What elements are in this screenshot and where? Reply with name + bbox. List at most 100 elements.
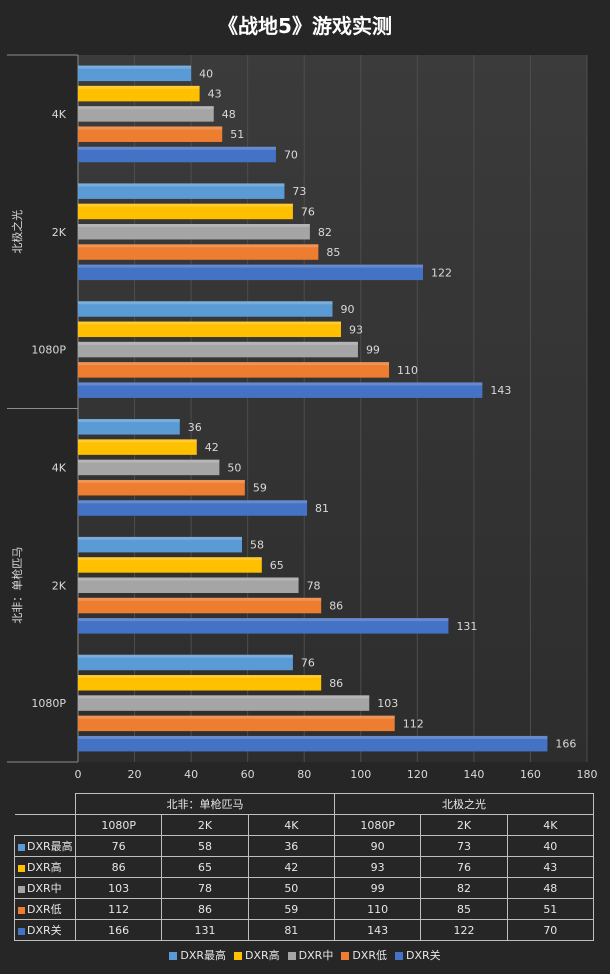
row-label-text: DXR最高 — [27, 840, 73, 853]
legend-swatch — [169, 952, 178, 960]
legend-label: DXR最高 — [180, 949, 227, 962]
row-label-text: DXR低 — [27, 903, 62, 916]
x-tick-label: 0 — [75, 768, 82, 781]
data-label: 59 — [253, 482, 267, 495]
bar-highlight — [78, 203, 293, 207]
table-col-header: 2K — [420, 814, 508, 836]
legend-item: DXR关 — [394, 947, 441, 963]
table-col-header: 4K — [247, 814, 335, 836]
legend-swatch — [394, 952, 403, 960]
table-cell: 43 — [506, 856, 595, 878]
data-label: 78 — [307, 579, 321, 592]
data-label: 36 — [188, 421, 202, 434]
table-cell: 86 — [161, 898, 249, 920]
bar — [78, 577, 299, 593]
bar-highlight — [78, 106, 214, 110]
group-label: 北极之光 — [10, 210, 24, 254]
table-corner — [14, 814, 76, 836]
table-header-row: 北非：单枪匹马 北极之光 — [14, 793, 595, 815]
bar-highlight — [78, 341, 358, 345]
bar — [78, 203, 293, 220]
bar — [78, 419, 180, 435]
table-cell: 59 — [247, 898, 335, 920]
table-cell: 110 — [333, 898, 422, 920]
table-col-header: 1080P — [333, 814, 422, 836]
table-header-row: 1080P 2K 4K 1080P 2K 4K — [14, 814, 595, 836]
bar-highlight — [78, 536, 243, 540]
table-group-header: 北非：单枪匹马 — [75, 793, 335, 815]
legend-item: DXR最高 — [169, 947, 226, 963]
table-row-label: DXR中 — [14, 877, 76, 899]
data-label: 122 — [431, 266, 452, 279]
legend-label: DXR关 — [405, 949, 441, 962]
group-label: 北非：单枪匹马 — [10, 547, 24, 624]
data-label: 73 — [292, 185, 306, 198]
data-label: 48 — [222, 108, 236, 121]
data-label: 143 — [490, 384, 511, 397]
data-label: 82 — [318, 226, 332, 239]
data-table: 北非：单枪匹马 北极之光 1080P 2K 4K 1080P 2K 4K DXR最高 76 58 36… — [14, 793, 595, 941]
bar-highlight — [78, 654, 293, 658]
bar-highlight — [78, 244, 319, 248]
series-swatch — [18, 864, 25, 872]
table-cell: 70 — [506, 919, 595, 941]
data-label: 166 — [555, 738, 576, 751]
bar — [78, 597, 322, 614]
table-row: DXR关 166 131 81 143 122 70 — [14, 919, 595, 941]
bar-highlight — [78, 264, 423, 268]
table-cell: 51 — [506, 898, 595, 920]
data-label: 81 — [315, 502, 329, 515]
data-label: 40 — [199, 67, 213, 80]
table-cell: 86 — [74, 856, 163, 878]
bar — [78, 106, 214, 122]
category-label: 1080P — [31, 344, 66, 357]
bar — [78, 382, 483, 398]
series-swatch — [18, 885, 25, 893]
table-cell: 40 — [506, 835, 595, 857]
data-label: 65 — [270, 559, 284, 572]
table-cell: 85 — [420, 898, 508, 920]
table-row-label: DXR关 — [14, 919, 76, 941]
bar — [78, 557, 262, 573]
bar — [78, 695, 370, 711]
table-cell: 50 — [247, 877, 335, 899]
x-tick-label: 120 — [407, 768, 428, 781]
legend-item: DXR低 — [341, 947, 387, 963]
x-tick-label: 20 — [128, 768, 142, 781]
bar-highlight — [78, 362, 390, 366]
bar-highlight — [78, 419, 180, 423]
table-row-label: DXR高 — [14, 856, 76, 878]
table-col-header: 4K — [506, 814, 595, 836]
bar — [78, 341, 358, 358]
data-label: 76 — [301, 656, 315, 669]
bar-highlight — [78, 183, 285, 187]
category-label: 2K — [52, 579, 67, 592]
data-label: 112 — [403, 717, 424, 730]
table-cell: 65 — [161, 856, 249, 878]
data-label: 58 — [250, 539, 264, 552]
bar — [78, 735, 548, 752]
bar — [78, 183, 285, 199]
bar-highlight — [78, 224, 310, 227]
category-label: 4K — [52, 108, 67, 121]
bar-highlight — [78, 479, 245, 483]
table-cell: 73 — [420, 835, 508, 857]
bar-highlight — [78, 500, 308, 504]
bar — [78, 715, 395, 732]
data-label: 110 — [397, 364, 418, 377]
bar — [78, 459, 220, 476]
x-tick-label: 60 — [241, 768, 255, 781]
table-cell: 42 — [247, 856, 335, 878]
bar-highlight — [78, 618, 449, 622]
table-col-header: 1080P — [74, 814, 163, 836]
table-row: DXR低 112 86 59 110 85 51 — [14, 898, 595, 920]
bar-highlight — [78, 577, 299, 581]
legend-label: DXR高 — [245, 949, 280, 962]
bar-highlight — [78, 675, 322, 679]
bar — [78, 85, 200, 102]
legend-swatch — [234, 952, 243, 960]
series-swatch — [18, 906, 25, 914]
data-label: 51 — [230, 128, 244, 141]
x-tick-label: 140 — [463, 768, 484, 781]
